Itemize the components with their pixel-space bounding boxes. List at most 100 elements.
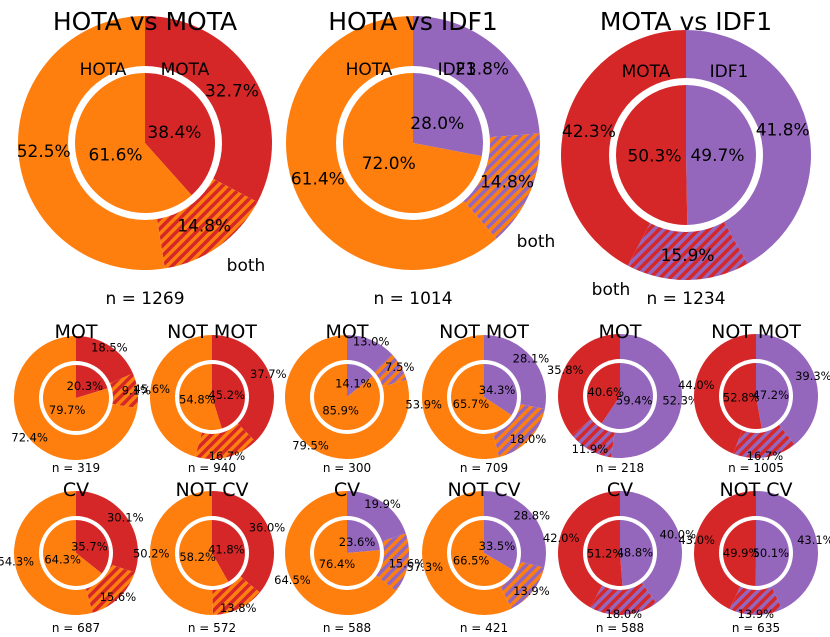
inner-slice-right bbox=[76, 365, 108, 398]
inner-slice-mota bbox=[615, 85, 688, 226]
outer-pct-label-right: 28.1% bbox=[513, 352, 550, 366]
chart-title: HOTA vs IDF1 bbox=[328, 7, 498, 36]
outer-pct-label-left: 45.6% bbox=[134, 382, 171, 396]
inner-slice-left bbox=[723, 363, 762, 429]
outer-pct-label-right: 28.8% bbox=[514, 509, 551, 523]
outer-pct-label-both: 13.8% bbox=[220, 601, 257, 615]
pie-chart-1: 32.7% 14.8% 52.5% 38.4%61.6% HOTA MOTA both HOT… bbox=[17, 7, 272, 309]
inner-pct-label-left: 66.5% bbox=[453, 553, 490, 567]
pie-chart-8: 52.3% 11.9% 35.8% 59.4%40.6% MOT n = 218 bbox=[547, 321, 699, 475]
inner-pct-label-right: 34.3% bbox=[479, 383, 516, 397]
outer-pct-label-right: 18.5% bbox=[91, 340, 128, 354]
inner-slice-left bbox=[723, 520, 756, 586]
inner-pct-label-right: 48.8% bbox=[617, 546, 654, 560]
category-label-idf1: IDF1 bbox=[438, 60, 477, 80]
inner-pct-label-right: 14.1% bbox=[335, 377, 372, 391]
chart-title: NOT CV bbox=[719, 479, 792, 501]
inner-slice-mota bbox=[145, 73, 216, 196]
chart-title: HOTA vs MOTA bbox=[53, 7, 237, 36]
sample-size-label: n = 319 bbox=[52, 461, 100, 475]
outer-pct-label-right: 19.9% bbox=[364, 497, 401, 511]
inner-slice-right bbox=[755, 519, 790, 586]
outer-pct-label-both: 15.6% bbox=[100, 590, 137, 604]
inner-pct-label-idf1: 28.0% bbox=[410, 114, 464, 134]
inner-slice-left bbox=[313, 364, 380, 431]
inner-pct-label-left: 40.6% bbox=[588, 385, 625, 399]
inner-slice-hota bbox=[75, 73, 192, 213]
chart-title: NOT MOT bbox=[439, 321, 529, 343]
pie-chart-10: 30.1% 15.6% 54.3% 35.7%64.3% CV n = 687 bbox=[0, 479, 144, 635]
outer-pct-label-left: 43.0% bbox=[678, 533, 715, 547]
outer-pct-label-both: 15.9% bbox=[661, 246, 715, 266]
chart-title: NOT CV bbox=[447, 479, 520, 501]
inner-slice-right bbox=[484, 364, 517, 416]
inner-pct-label-mota: 50.3% bbox=[627, 146, 681, 166]
inner-pct-label-left: 64.3% bbox=[44, 553, 81, 567]
outer-pct-label-both: 18.0% bbox=[510, 432, 547, 446]
outer-pct-label-mota: 32.7% bbox=[205, 82, 259, 102]
inner-slice-left bbox=[314, 520, 380, 586]
outer-pct-label-both: 13.9% bbox=[513, 584, 550, 598]
category-label-mota: MOTA bbox=[161, 60, 210, 80]
pie-chart-9: 39.3% 16.7% 44.0% 47.2%52.8% NOT MOT n = 1005 bbox=[678, 321, 830, 475]
chart-title: MOT bbox=[326, 321, 369, 343]
pie-chart-4: 18.5% 9.1% 72.4% 20.3% 79.7% MOT n = 319 bbox=[11, 321, 151, 475]
sample-size-label: n = 588 bbox=[596, 621, 644, 635]
sample-size-label: n = 572 bbox=[188, 621, 236, 635]
category-label-idf1: IDF1 bbox=[710, 62, 749, 82]
pie-chart-2: 23.8% 14.8% 61.4% 28.0% 72.0% HOTA IDF1 both HOT… bbox=[285, 7, 555, 309]
inner-slice-hota bbox=[343, 73, 482, 213]
outer-pct-label-left: 53.9% bbox=[405, 398, 442, 412]
inner-slice-right bbox=[347, 520, 380, 553]
outer-pct-label-left: 72.4% bbox=[11, 430, 48, 444]
inner-pct-label-left: 79.7% bbox=[49, 403, 86, 417]
category-label-hota: HOTA bbox=[80, 60, 127, 80]
inner-slice-right bbox=[212, 364, 245, 429]
chart-title: CV bbox=[63, 479, 89, 501]
inner-pct-label-mota: 38.4% bbox=[147, 123, 201, 143]
inner-slice-right bbox=[601, 363, 654, 429]
inner-slice-right bbox=[76, 520, 109, 574]
chart-title: CV bbox=[334, 479, 360, 501]
inner-slice-left bbox=[179, 364, 222, 431]
inner-pct-label-right: 50.1% bbox=[753, 546, 790, 560]
outer-pct-label-hota: 61.4% bbox=[291, 170, 345, 190]
sample-size-label: n = 218 bbox=[596, 461, 644, 475]
sample-size-label: n = 687 bbox=[52, 621, 100, 635]
inner-pct-label-right: 59.4% bbox=[616, 393, 653, 407]
inner-slice-left bbox=[587, 520, 623, 586]
inner-slice-left bbox=[451, 364, 512, 430]
sample-size-label: n = 709 bbox=[460, 461, 508, 475]
sample-size-label: n = 1269 bbox=[105, 289, 184, 309]
inner-pct-label-right: 23.6% bbox=[339, 535, 376, 549]
inner-pct-label-hota: 61.6% bbox=[89, 145, 143, 165]
inner-slice-right bbox=[212, 520, 246, 582]
inner-slice-left bbox=[42, 520, 102, 586]
pie-chart-7: 28.1% 18.0% 53.9% 34.3%65.7% NOT MOT n = 709 bbox=[405, 321, 549, 475]
outer-pct-label-left: 64.5% bbox=[274, 573, 311, 587]
outer-pct-label-idf1: 23.8% bbox=[455, 60, 509, 80]
chart-title: NOT MOT bbox=[711, 321, 801, 343]
outer-pct-label-both: 9.1% bbox=[122, 384, 151, 398]
pie-chart-12: 19.9% 15.6% 64.5% 23.6% 76.4% CV n = 588 bbox=[274, 479, 425, 635]
outer-pct-label-left: 79.5% bbox=[292, 439, 329, 453]
outer-pct-label-left: 50.2% bbox=[133, 547, 170, 561]
inner-pct-label-left: 51.2% bbox=[587, 547, 624, 561]
inner-pct-label-left: 65.7% bbox=[453, 397, 490, 411]
outer-pct-label-both: 14.8% bbox=[177, 217, 231, 237]
inner-slice-right bbox=[756, 363, 790, 429]
pie-chart-15: 43.1% 13.9% 43.0% 50.1%49.9% NOT CV n = 635 bbox=[678, 479, 830, 635]
inner-slice-right bbox=[620, 520, 654, 586]
inner-pct-label-idf1: 49.7% bbox=[690, 146, 744, 166]
sample-size-label: n = 635 bbox=[732, 621, 780, 635]
sample-size-label: n = 421 bbox=[460, 621, 508, 635]
charts-root: 32.7% 14.8% 52.5% 38.4%61.6% HOTA MOTA both HOT… bbox=[0, 7, 830, 635]
inner-pct-label-right: 35.7% bbox=[71, 540, 108, 554]
outer-pct-label-left: 54.3% bbox=[0, 554, 34, 568]
chart-title: NOT MOT bbox=[167, 321, 257, 343]
inner-pct-label-right: 45.2% bbox=[208, 388, 245, 402]
sample-size-label: n = 1014 bbox=[373, 289, 452, 309]
inner-pct-label-right: 33.5% bbox=[479, 539, 516, 553]
inner-pct-label-left: 52.8% bbox=[723, 390, 760, 404]
